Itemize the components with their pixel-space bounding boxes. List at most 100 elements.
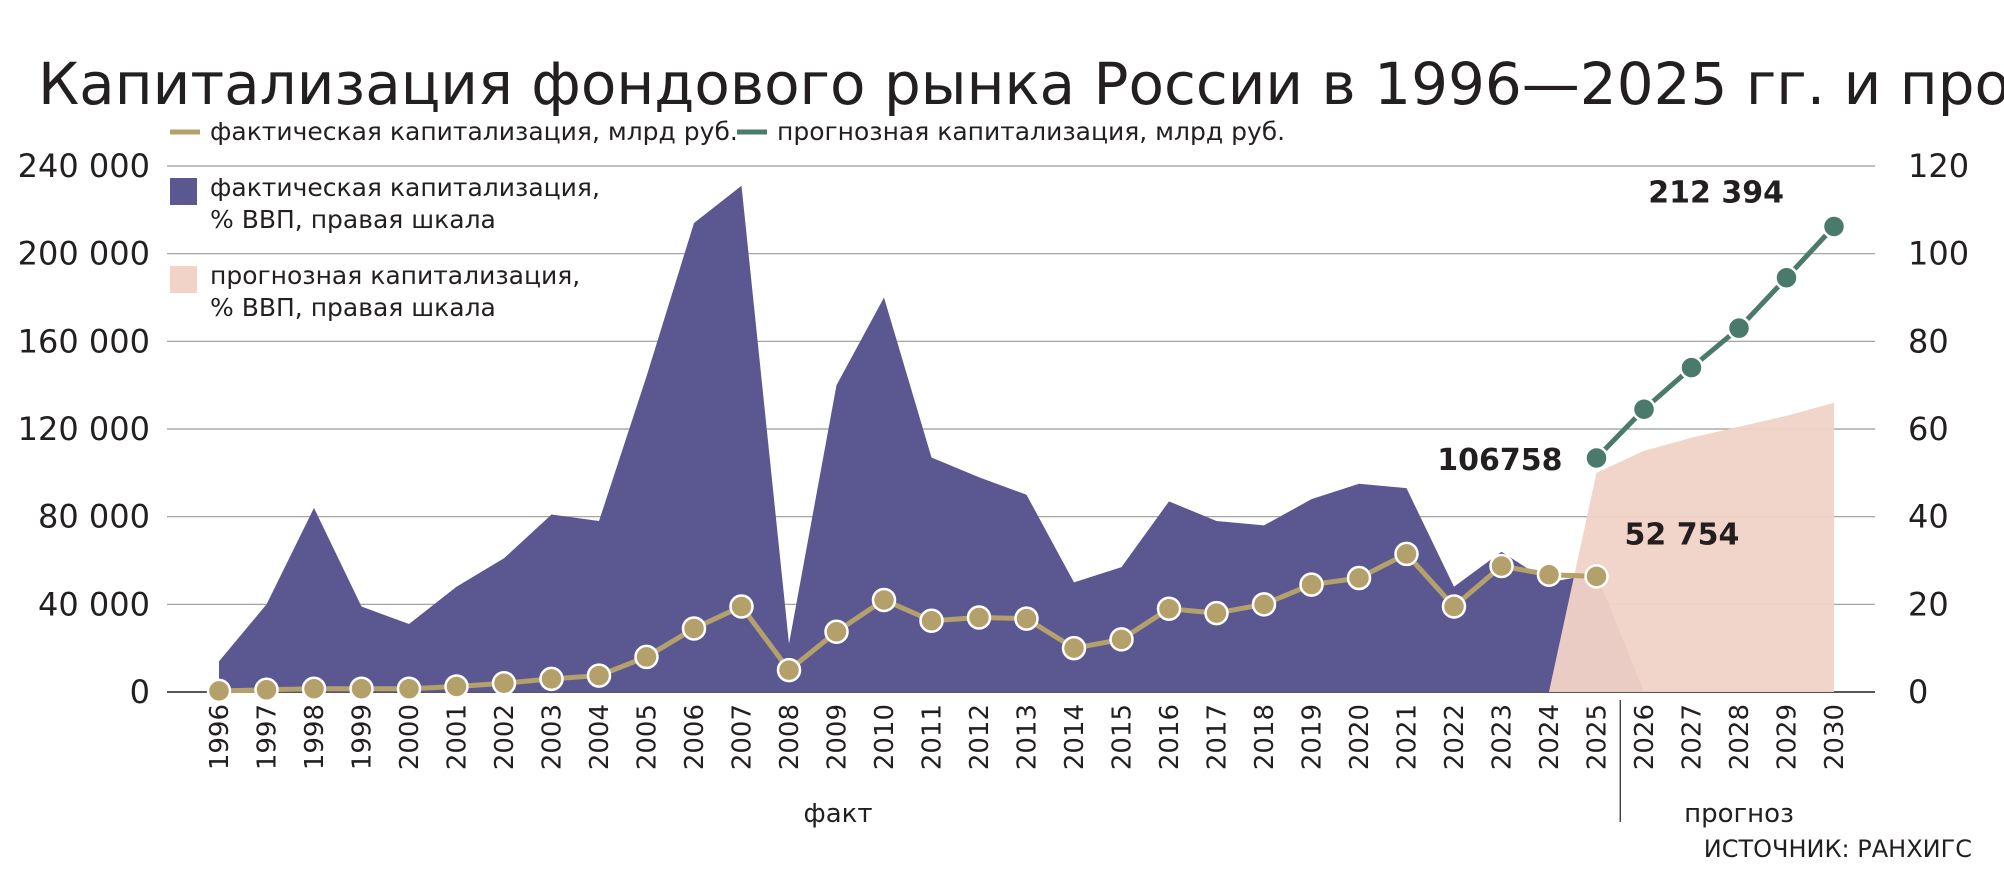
x-tick-label: 2015 — [1108, 704, 1138, 770]
data-point — [1061, 635, 1087, 661]
right-tick-label: 100 — [1908, 235, 1969, 273]
x-tick-label: 2002 — [490, 704, 520, 770]
left-tick-label: 80 000 — [38, 498, 150, 536]
data-point — [206, 678, 232, 704]
data-point — [491, 670, 517, 696]
data-point — [1346, 565, 1372, 591]
legend-label: фактическая капитализация, млрд руб. — [210, 117, 738, 146]
legend-label: фактическая капитализация, — [210, 173, 600, 202]
data-point — [1584, 564, 1609, 589]
data-point — [1156, 596, 1182, 621]
x-tick-label: 2008 — [775, 704, 805, 770]
x-tick-label: 2017 — [1203, 704, 1233, 770]
legend-box-swatch — [170, 266, 197, 293]
x-tick-label: 2022 — [1440, 704, 1470, 770]
data-point — [681, 616, 707, 641]
x-tick-label: 2030 — [1820, 704, 1850, 770]
line-series — [206, 214, 1847, 704]
x-tick-label: 2013 — [1013, 704, 1043, 770]
x-tick-label: 2023 — [1488, 704, 1518, 770]
x-tick-label: 2027 — [1678, 704, 1708, 770]
x-tick-label: 2010 — [870, 704, 900, 770]
data-point — [1679, 355, 1704, 380]
x-tick-label: 2026 — [1630, 704, 1660, 770]
legend-box-swatch — [170, 178, 197, 205]
legend-label: прогнозная капитализация, — [210, 261, 580, 290]
x-tick-label: 2001 — [443, 704, 473, 770]
x-tick-label: 1998 — [300, 704, 330, 770]
data-point — [396, 676, 422, 701]
x-tick-label: 1999 — [348, 704, 378, 770]
x-tick-label: 2021 — [1393, 704, 1423, 770]
area-overlap-tint — [1549, 402, 1834, 692]
data-point — [349, 676, 374, 701]
data-point — [1584, 445, 1609, 471]
x-tick-label: 2028 — [1725, 704, 1755, 770]
x-tick-label: 2024 — [1535, 704, 1565, 770]
data-point — [1394, 541, 1419, 567]
data-point — [1299, 572, 1324, 597]
chart-title: Капитализация фондового рынка России в 1… — [38, 50, 2004, 118]
data-point — [966, 605, 992, 630]
legend-label: % ВВП, правая шкала — [210, 205, 496, 234]
data-point — [586, 663, 612, 688]
right-tick-label: 0 — [1908, 673, 1928, 711]
left-tick-label: 40 000 — [38, 585, 150, 623]
data-point — [1014, 606, 1039, 631]
area-series — [219, 185, 1834, 692]
data-point — [1821, 214, 1847, 239]
data-point — [919, 608, 944, 634]
data-point — [634, 644, 659, 670]
data-point — [444, 674, 469, 699]
left-axis: 0 40 000 80 000 120 000 160 000 200 000 240 00… — [18, 147, 150, 711]
x-tick-label: 1997 — [253, 704, 283, 770]
right-tick-label: 120 — [1908, 147, 1969, 185]
x-tick-label: 2007 — [728, 704, 758, 770]
source-note: ИСТОЧНИК: РАНХИГС — [1704, 835, 1972, 863]
data-point — [1536, 562, 1562, 587]
x-tick-label: 2018 — [1250, 704, 1280, 770]
annotation-label: 106758 — [1437, 443, 1562, 478]
data-point — [729, 594, 754, 619]
data-point — [824, 619, 849, 644]
data-point — [1631, 397, 1657, 422]
data-point — [254, 677, 279, 703]
x-axis: 1996 1997 1998 1999 2000 2001 2002 2003 2004 2005… — [205, 704, 1850, 770]
x-tick-label: 2029 — [1773, 704, 1803, 770]
data-point — [1109, 627, 1134, 652]
x-tick-label: 2004 — [585, 704, 615, 770]
data-point — [1441, 594, 1467, 619]
right-axis: 0 20 40 60 80 100 120 — [1908, 147, 1969, 711]
x-tick-label: 2005 — [633, 704, 663, 770]
legend-label: прогнозная капитализация, млрд руб. — [777, 117, 1285, 146]
data-point — [1489, 553, 1514, 579]
right-tick-label: 20 — [1908, 585, 1949, 623]
x-tick-label: 2020 — [1345, 704, 1375, 770]
area-series-actual-gdp — [219, 185, 1644, 692]
x-tick-label: 2016 — [1155, 704, 1185, 770]
data-point — [1726, 315, 1752, 341]
x-group-label: факт — [803, 799, 872, 829]
legend: фактическая капитализация, млрд руб. прог… — [170, 117, 1285, 322]
x-tick-label: 2000 — [395, 704, 425, 770]
x-tick-label: 2025 — [1583, 704, 1613, 770]
data-point — [1774, 265, 1799, 291]
x-group-label: прогноз — [1684, 799, 1794, 829]
annotations: 212 394 106758 52 754 — [1437, 176, 1784, 553]
x-tick-label: 2014 — [1060, 704, 1090, 770]
x-tick-label: 2012 — [965, 704, 995, 770]
data-point — [539, 666, 564, 692]
x-tick-label: 2003 — [538, 704, 568, 770]
x-tick-label: 1996 — [205, 704, 235, 770]
data-point — [1251, 592, 1277, 617]
left-tick-label: 200 000 — [18, 235, 150, 273]
area-series-forecast-gdp — [1549, 402, 1834, 692]
right-tick-label: 40 — [1908, 498, 1949, 536]
data-point — [301, 676, 327, 701]
left-tick-label: 240 000 — [18, 147, 150, 185]
data-point — [871, 587, 897, 613]
annotation-label: 52 754 — [1625, 517, 1740, 552]
x-groups: факт прогноз — [803, 700, 1794, 829]
legend-label: % ВВП, правая шкала — [210, 293, 496, 322]
